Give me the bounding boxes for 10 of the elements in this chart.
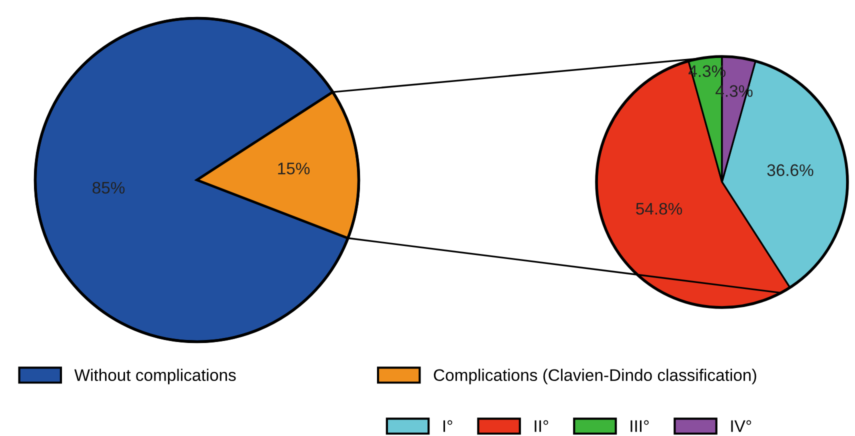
legend-label: I° [443,420,452,432]
legend-label: Complications (Clavien-Dindo classification) [434,368,756,384]
data-label: 54.8% [636,202,682,215]
data-label: 15% [278,162,310,174]
legend-label: IV° [731,420,752,432]
data-label: 36.6% [767,164,814,176]
legend-label: III° [630,420,649,432]
legend-label: Without complications [74,368,236,384]
legend-label: II° [534,420,548,432]
data-label: 85% [92,182,125,194]
